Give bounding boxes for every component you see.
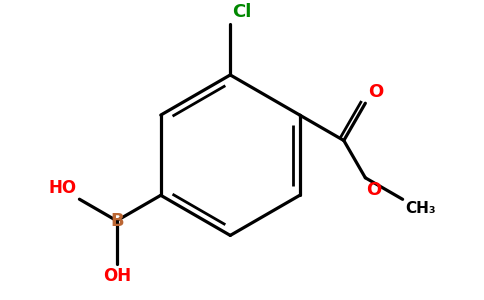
Text: OH: OH bbox=[103, 267, 131, 285]
Text: O: O bbox=[368, 83, 383, 101]
Text: B: B bbox=[110, 212, 123, 230]
Text: O: O bbox=[366, 181, 381, 199]
Text: HO: HO bbox=[48, 179, 76, 197]
Text: Cl: Cl bbox=[232, 3, 252, 21]
Text: CH₃: CH₃ bbox=[406, 201, 436, 216]
